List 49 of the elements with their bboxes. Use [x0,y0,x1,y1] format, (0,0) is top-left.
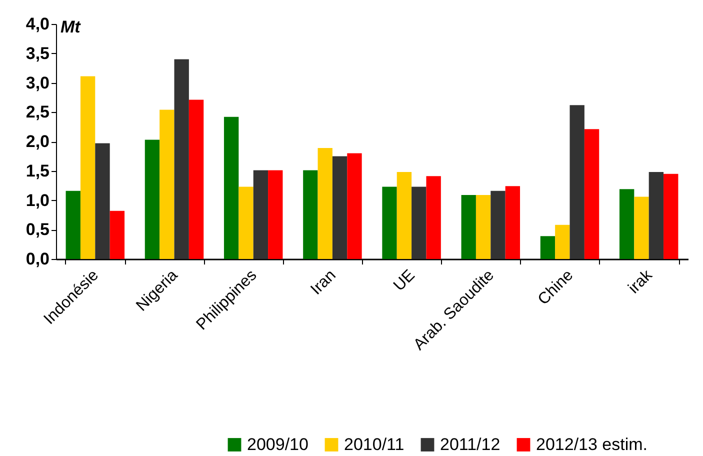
bar [174,59,189,259]
legend-label: 2010/11 [344,434,404,454]
y-tick-label: 4,0 [26,14,50,34]
bar [224,116,239,259]
bar [412,186,426,259]
y-tick-label: 1,5 [26,161,50,180]
bar [476,194,491,259]
y-axis-title: Mt [60,18,82,36]
bar [461,194,476,259]
bar [80,76,96,259]
bar [540,236,556,259]
bar [664,174,678,259]
bar [332,156,348,259]
legend-label: 2009/10 [247,434,308,454]
bar [619,189,634,259]
bar [238,186,254,259]
x-tick-label: Iran [308,266,340,298]
y-tick-label: 0,5 [26,220,50,240]
bar [426,176,441,259]
x-tick-label: UE [390,266,418,295]
bar [648,172,664,259]
bar [253,170,268,259]
bar [505,186,520,259]
y-tick-label: 2,0 [26,132,50,151]
bar [555,224,570,259]
bar [144,140,160,259]
bar [303,170,318,259]
bar [95,143,110,259]
x-tick-label: irak [625,266,656,298]
y-tick-label: 2,5 [26,102,50,122]
bar [347,153,362,259]
legend-label: 2011/12 [440,434,500,454]
bar [382,186,397,259]
y-tick-label: 1,0 [26,190,50,210]
y-tick-label: 3,5 [26,44,50,63]
bar [110,210,125,259]
bar [160,110,174,259]
bar [188,100,204,259]
y-tick-label: 3,0 [26,73,50,92]
bar [570,105,584,259]
bar [318,148,332,259]
legend-label: 2012/13 estim. [536,434,648,454]
bar [584,129,600,259]
bar [634,196,649,259]
bar [396,172,412,259]
bar [66,190,80,259]
bar [268,170,283,259]
bar [490,190,506,259]
y-tick-label: 0,0 [26,250,50,268]
